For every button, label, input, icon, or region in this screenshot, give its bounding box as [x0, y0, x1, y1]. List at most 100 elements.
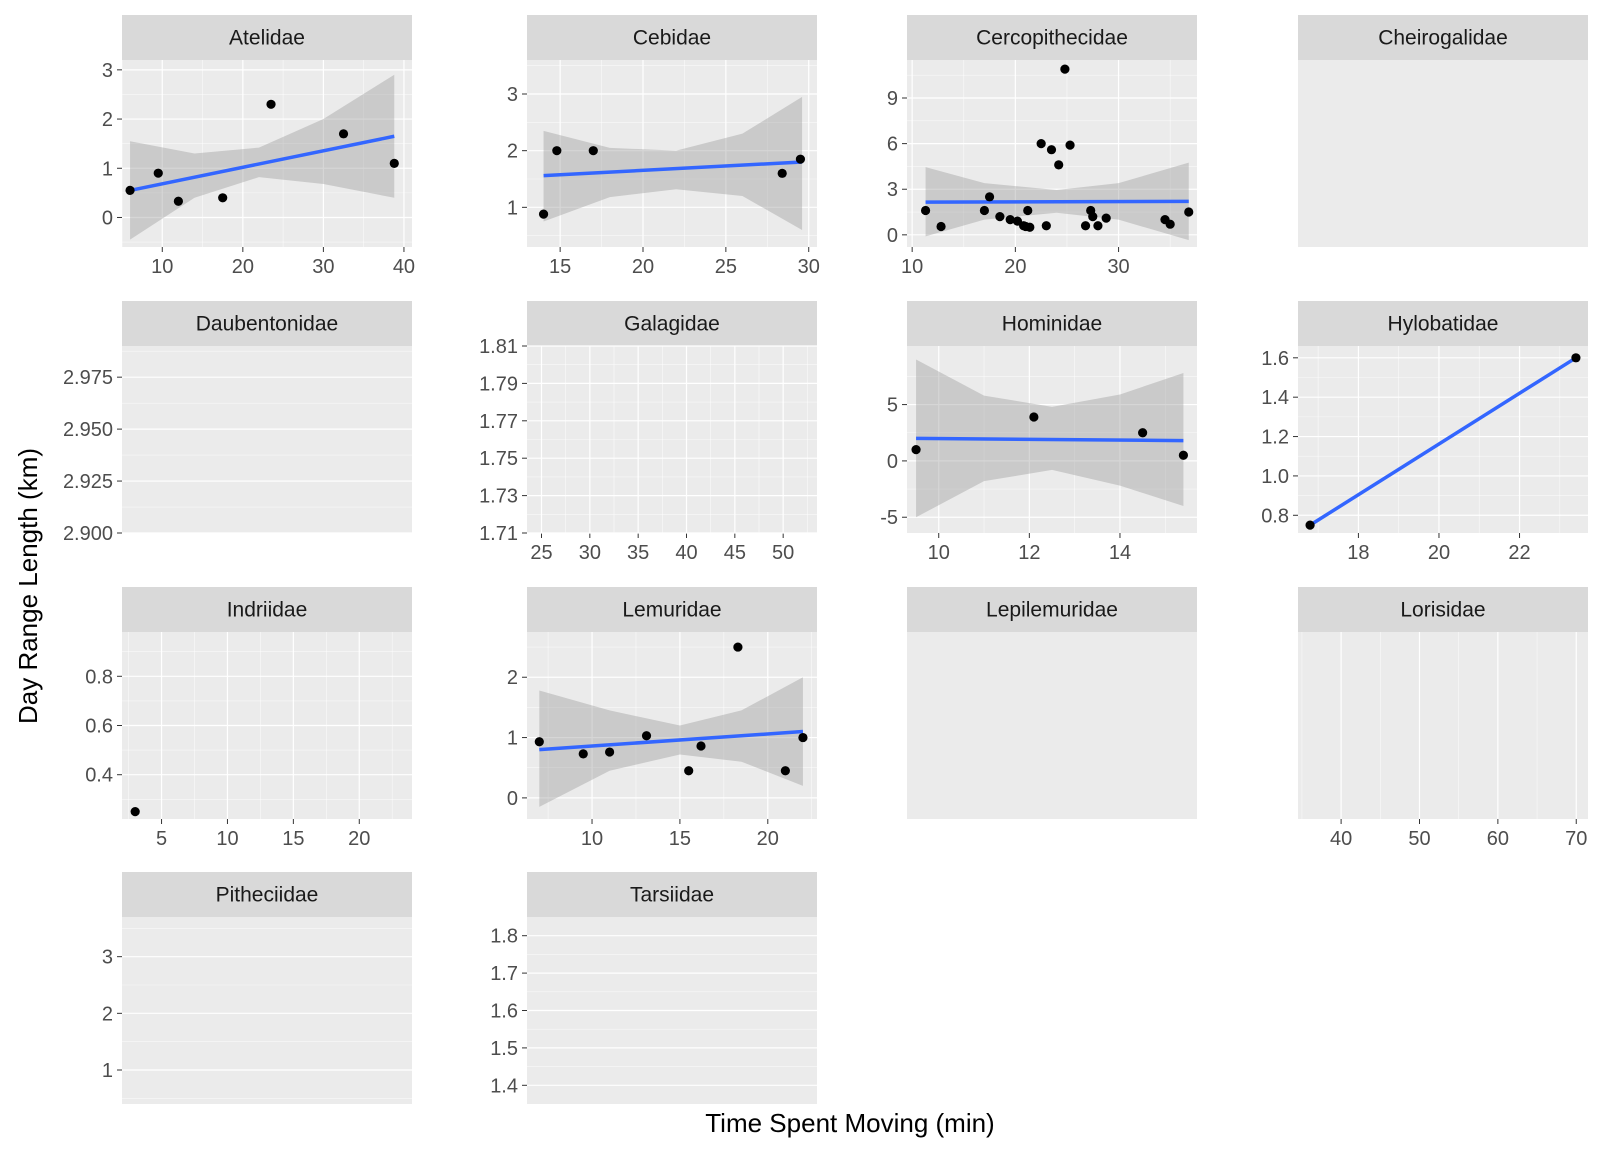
data-point: [538, 209, 549, 219]
strip-galagidae: [527, 301, 817, 346]
data-point: [1138, 428, 1148, 438]
y-tick-label: 1.5: [490, 1038, 518, 1060]
strip-tarsiidae: [527, 872, 817, 917]
x-tick-label: 10: [901, 256, 923, 278]
plot-area-cebidae: [538, 96, 806, 230]
x-tick-label: 12: [1018, 542, 1040, 564]
data-point: [733, 642, 743, 652]
plot-area-hylobatidae: [1305, 353, 1581, 530]
strip-label-cercopithecidae: Cercopithecidae: [976, 27, 1128, 50]
data-point: [1023, 205, 1033, 216]
x-tick-label: 35: [627, 542, 649, 564]
y-tick-label: 3: [507, 84, 518, 106]
y-tick-label: 0.8: [1261, 505, 1289, 527]
y-tick-label: 2: [507, 667, 518, 689]
x-tick-label: 18: [1347, 542, 1369, 564]
y-tick-label: 5: [887, 395, 898, 417]
data-point: [552, 146, 562, 156]
plot-area-lemuridae: [534, 642, 808, 807]
panel-background-lemuridae: [527, 632, 817, 819]
x-tick-label: 20: [757, 828, 779, 850]
strip-lemuridae: [527, 587, 817, 632]
x-tick-label: 45: [724, 542, 746, 564]
x-tick-label: 20: [632, 256, 654, 278]
y-tick-label: 3: [102, 947, 113, 969]
strip-cercopithecidae: [907, 15, 1197, 60]
y-tick-label: 0: [887, 225, 898, 247]
data-point: [1305, 520, 1315, 530]
y-tick-label: 2.925: [63, 471, 113, 493]
panel-background-pitheciidae: [122, 917, 412, 1104]
y-tick-label: 1.6: [490, 1001, 518, 1023]
data-point: [1041, 221, 1051, 231]
data-point: [1060, 64, 1070, 74]
data-point: [1005, 215, 1015, 225]
y-tick-label: 2: [507, 141, 518, 163]
plot-area-cercopithecidae: [920, 64, 1194, 241]
y-tick-label: 1: [507, 728, 518, 750]
y-tick-label: 0: [102, 207, 113, 229]
x-tick-label: 5: [156, 828, 167, 850]
strip-label-cebidae: Cebidae: [633, 27, 711, 50]
panel-background-cebidae: [527, 60, 817, 247]
confidence-band: [543, 96, 803, 230]
strip-hominidae: [907, 301, 1197, 346]
strip-daubentonidae: [122, 301, 412, 346]
strip-label-hylobatidae: Hylobatidae: [1388, 313, 1499, 336]
data-point: [1088, 211, 1098, 222]
plot-area-hominidae: [911, 359, 1189, 518]
y-tick-label: 1.0: [1261, 466, 1289, 488]
y-axis-title: Day Range Length (km): [13, 448, 43, 724]
x-tick-label: 10: [151, 256, 173, 278]
x-tick-label: 40: [1330, 828, 1352, 850]
data-point: [125, 185, 135, 196]
y-tick-label: 9: [887, 88, 898, 110]
y-tick-label: 2: [102, 1003, 113, 1025]
x-tick-label: 20: [1428, 542, 1450, 564]
data-point: [984, 192, 995, 202]
y-tick-label: 1.71: [479, 523, 518, 545]
x-tick-label: 14: [1109, 542, 1131, 564]
panel-cercopithecidae: Cercopithecidae 10 20 30 0 3 6 9: [887, 15, 1197, 278]
panel-lepilemuridae: Lepilemuridae: [907, 587, 1197, 819]
regression-line: [925, 199, 1189, 204]
panel-background-cheirogalidae: [1298, 60, 1588, 247]
strip-label-hominidae: Hominidae: [1002, 313, 1102, 336]
regression-line: [539, 729, 804, 752]
data-point: [920, 205, 931, 216]
plot-area-atelidae: [125, 74, 399, 240]
strip-atelidae: [122, 15, 412, 60]
strip-lorisidae: [1298, 587, 1588, 632]
strip-label-galagidae: Galagidae: [624, 313, 720, 336]
x-tick-label: 10: [216, 828, 238, 850]
x-tick-label: 40: [675, 542, 697, 564]
panel-pitheciidae: Pitheciidae 1 2 3: [102, 872, 412, 1104]
y-tick-label: 0: [507, 788, 518, 810]
data-point: [1080, 221, 1091, 231]
y-tick-label: 3: [887, 179, 898, 201]
panel-hylobatidae: Hylobatidae 18 20 22 0.8 1.0 1.2 1.4 1.6: [1261, 301, 1588, 564]
data-point: [173, 196, 183, 206]
data-point: [534, 737, 544, 747]
x-axis-title: Time Spent Moving (min): [705, 1108, 994, 1138]
data-point: [995, 211, 1005, 222]
data-point: [130, 807, 140, 817]
panel-indriidae: Indriidae 5 10 15 20 0.4 0.6 0.8: [85, 587, 412, 850]
x-tick-label: 15: [549, 256, 571, 278]
confidence-band: [130, 74, 395, 240]
y-tick-label: 2.900: [63, 523, 113, 545]
x-tick-label: 60: [1487, 828, 1509, 850]
y-tick-label: -5: [880, 507, 898, 529]
x-tick-label: 50: [1408, 828, 1430, 850]
data-point: [266, 99, 276, 109]
y-tick-label: 3: [102, 60, 113, 82]
y-tick-label: 0.4: [85, 765, 113, 787]
panel-background-lorisidae: [1298, 632, 1588, 819]
data-point: [153, 168, 163, 178]
strip-label-atelidae: Atelidae: [229, 27, 305, 50]
y-tick-label: 0.6: [85, 716, 113, 738]
y-tick-label: 0.8: [85, 666, 113, 688]
y-tick-label: 1.7: [490, 963, 518, 985]
y-tick-label: 1.2: [1261, 427, 1289, 449]
data-point: [795, 154, 806, 164]
